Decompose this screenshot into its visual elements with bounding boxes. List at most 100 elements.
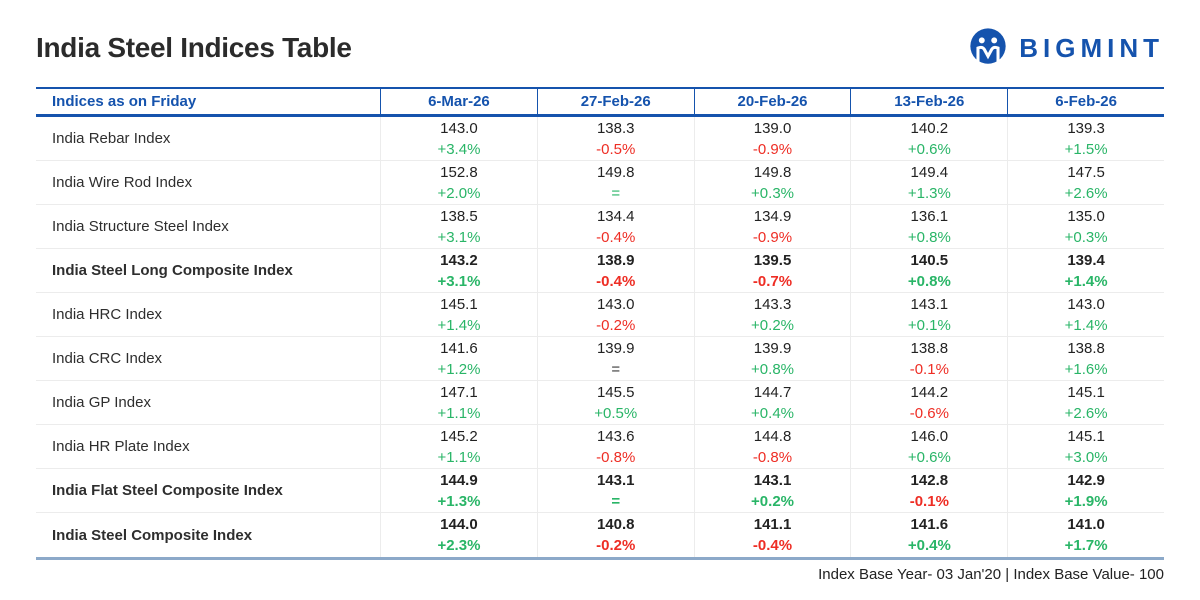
table-cell: 152.8 +2.0% <box>380 161 537 204</box>
cell-value: 143.0 <box>1067 295 1105 313</box>
cell-value: 143.6 <box>596 427 635 445</box>
cell-change: +3.1% <box>437 272 481 290</box>
cell-change: -0.2% <box>596 316 636 334</box>
table-cell: 143.1 +0.1% <box>850 293 1007 336</box>
cell-change: +1.6% <box>1064 360 1108 378</box>
cell-change: +2.6% <box>1064 404 1108 422</box>
cell-value: 149.4 <box>910 163 949 181</box>
cell-value: 152.8 <box>440 163 478 181</box>
cell-change: +0.4% <box>751 404 794 422</box>
cell-change: +0.3% <box>751 184 794 202</box>
table-cell: 143.0 -0.2% <box>536 293 694 336</box>
cell-value: 134.4 <box>596 207 635 225</box>
cell-change: = <box>611 492 621 510</box>
cell-value: 139.4 <box>1067 251 1105 269</box>
table-cell: 149.8 = <box>536 161 694 204</box>
cell-value: 145.1 <box>1067 383 1105 401</box>
cell-value: 141.1 <box>753 516 792 533</box>
cell-value: 139.3 <box>1067 119 1105 137</box>
table-header-date-5: 6-Feb-26 <box>1007 89 1164 114</box>
cell-value: 143.0 <box>440 119 478 137</box>
table-row: India Rebar Index 143.0 +3.4% 138.3 -0.5… <box>36 117 1164 161</box>
table-cell: 142.9 +1.9% <box>1007 469 1164 512</box>
table-cell: 139.3 +1.5% <box>1007 117 1164 160</box>
table-header-date-1: 6-Mar-26 <box>380 89 537 114</box>
table-cell: 141.1 -0.4% <box>693 513 851 557</box>
cell-change: -0.6% <box>909 404 949 422</box>
table-cell: 145.1 +3.0% <box>1007 425 1164 468</box>
cell-change: +0.8% <box>907 228 951 246</box>
table-cell: 141.0 +1.7% <box>1007 513 1164 557</box>
table-cell: 147.5 +2.6% <box>1007 161 1164 204</box>
table-row: India GP Index 147.1 +1.1% 145.5 +0.5% 1… <box>36 381 1164 425</box>
table-cell: 144.7 +0.4% <box>693 381 851 424</box>
bigmint-logo: BIGMINT <box>967 27 1164 69</box>
cell-change: = <box>611 184 621 202</box>
table-header-row: Indices as on Friday 6-Mar-26 27-Feb-26 … <box>36 87 1164 117</box>
table-header-date-3: 20-Feb-26 <box>693 89 851 114</box>
table-row: India Wire Rod Index 152.8 +2.0% 149.8 =… <box>36 161 1164 205</box>
cell-change: -0.7% <box>752 272 793 290</box>
cell-value: 138.5 <box>440 207 478 225</box>
cell-value: 142.9 <box>1067 471 1105 489</box>
table-body: India Rebar Index 143.0 +3.4% 138.3 -0.5… <box>36 117 1164 560</box>
cell-change: +3.4% <box>437 140 481 158</box>
table-cell: 144.0 +2.3% <box>380 513 537 557</box>
table-cell: 141.6 +1.2% <box>380 337 537 380</box>
cell-change: +0.8% <box>907 272 951 290</box>
cell-change: +3.0% <box>1064 448 1108 466</box>
cell-value: 138.3 <box>596 119 635 137</box>
cell-value: 144.7 <box>753 383 792 401</box>
cell-change: -0.1% <box>909 360 949 378</box>
table-cell: 145.5 +0.5% <box>536 381 694 424</box>
row-label: India Steel Composite Index <box>52 526 253 544</box>
cell-change: +0.1% <box>907 316 951 334</box>
cell-change: -0.2% <box>596 537 636 554</box>
cell-value: 144.9 <box>440 471 478 489</box>
table-cell: 142.8 -0.1% <box>850 469 1007 512</box>
table-cell: 145.2 +1.1% <box>380 425 537 468</box>
table-cell: 138.8 -0.1% <box>850 337 1007 380</box>
cell-change: +2.0% <box>437 184 481 202</box>
table-cell: 149.8 +0.3% <box>693 161 851 204</box>
table-cell: 139.0 -0.9% <box>693 117 851 160</box>
row-label: India Structure Steel Index <box>52 218 229 235</box>
bigmint-people-m-icon <box>970 28 1006 64</box>
row-label: India HR Plate Index <box>52 438 190 455</box>
indices-table: Indices as on Friday 6-Mar-26 27-Feb-26 … <box>36 87 1164 560</box>
table-cell: 139.5 -0.7% <box>693 249 851 292</box>
footnote: Index Base Year- 03 Jan'20 | Index Base … <box>818 566 1164 583</box>
table-cell: 139.9 = <box>536 337 694 380</box>
cell-value: 144.8 <box>753 427 792 445</box>
table-row: India Structure Steel Index 138.5 +3.1% … <box>36 205 1164 249</box>
table-cell: 149.4 +1.3% <box>850 161 1007 204</box>
cell-value: 139.5 <box>753 251 792 269</box>
table-row: India Steel Long Composite Index 143.2 +… <box>36 249 1164 293</box>
row-label: India Flat Steel Composite Index <box>52 482 283 499</box>
cell-value: 145.2 <box>440 427 478 445</box>
table-row: India Flat Steel Composite Index 144.9 +… <box>36 469 1164 513</box>
cell-value: 141.0 <box>1067 516 1105 533</box>
table-cell: 134.9 -0.9% <box>693 205 851 248</box>
table-cell: 146.0 +0.6% <box>850 425 1007 468</box>
cell-change: +1.4% <box>437 316 481 334</box>
page-title: India Steel Indices Table <box>36 32 352 63</box>
table-cell: 143.2 +3.1% <box>380 249 537 292</box>
cell-change: +0.4% <box>907 537 951 554</box>
table-cell: 140.8 -0.2% <box>536 513 694 557</box>
cell-value: 143.1 <box>753 471 792 489</box>
cell-change: +1.1% <box>437 448 481 466</box>
cell-change: +2.3% <box>437 537 481 554</box>
cell-change: -0.4% <box>596 228 636 246</box>
bigmint-logo-text: BIGMINT <box>1019 32 1164 63</box>
cell-change: +0.3% <box>1064 228 1108 246</box>
row-label: India GP Index <box>52 394 151 411</box>
row-label: India HRC Index <box>52 306 163 323</box>
cell-change: -0.4% <box>596 272 636 290</box>
table-cell: 138.3 -0.5% <box>536 117 694 160</box>
table-cell: 143.6 -0.8% <box>536 425 694 468</box>
cell-value: 143.0 <box>596 295 635 313</box>
table-cell: 136.1 +0.8% <box>850 205 1007 248</box>
table-cell: 143.1 +0.2% <box>693 469 851 512</box>
cell-change: +0.8% <box>751 360 794 378</box>
